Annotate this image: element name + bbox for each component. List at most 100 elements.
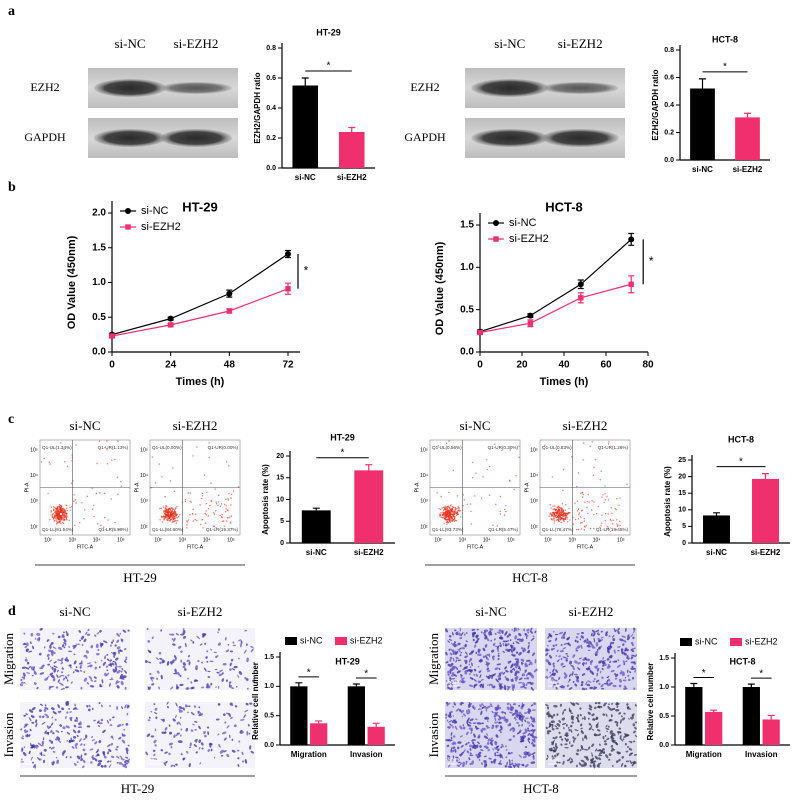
flow-event: [451, 509, 453, 511]
cell: [148, 716, 151, 719]
cell: [494, 711, 499, 714]
flow-event: [568, 507, 570, 510]
cell: [31, 761, 35, 764]
flow-event: [448, 511, 450, 513]
cell: [74, 719, 77, 722]
flow-event: [566, 512, 568, 514]
flow-event: [60, 511, 63, 514]
flow-event: [563, 518, 565, 521]
cell: [46, 707, 49, 711]
cell: [124, 704, 127, 709]
cell: [518, 681, 522, 684]
flow-event: [452, 511, 454, 513]
cell: [105, 672, 110, 677]
bar: [690, 88, 715, 160]
cell: [31, 645, 35, 650]
cell: [38, 758, 42, 761]
flow-event: [213, 513, 216, 515]
flow-event: [585, 525, 587, 527]
cell: [24, 723, 29, 726]
flow-event: [63, 512, 66, 514]
flow-event: [54, 515, 56, 517]
cell: [494, 645, 500, 648]
flow-event: [588, 501, 590, 503]
x-tick-label: 80: [642, 360, 654, 371]
cell: [500, 683, 503, 686]
cell: [123, 648, 127, 651]
significance-label: *: [649, 254, 654, 268]
cell: [99, 683, 102, 687]
flow-event: [577, 513, 580, 516]
cell: [524, 669, 527, 673]
cell: [24, 645, 28, 649]
cell: [103, 755, 107, 759]
flow-event: [59, 511, 61, 513]
flow-tick: 10⁵: [617, 537, 625, 543]
cell: [448, 635, 452, 638]
flow-event: [64, 510, 66, 513]
cell: [29, 728, 32, 732]
flow-event: [439, 508, 442, 511]
flow-event: [553, 520, 556, 522]
flow-event: [560, 509, 563, 512]
cell: [147, 661, 152, 664]
cell: [72, 644, 75, 648]
cell: [182, 757, 185, 761]
flow-event: [469, 503, 472, 505]
cell: [513, 663, 517, 666]
y-tick-label: 10: [678, 507, 686, 514]
cell: [505, 670, 509, 673]
cell: [229, 668, 232, 671]
cell: [445, 680, 448, 682]
flow-event: [166, 518, 168, 520]
cell: [24, 658, 28, 662]
series-line: [111, 288, 289, 337]
cell: [106, 720, 109, 724]
cell: [63, 646, 66, 649]
cell: [190, 687, 194, 690]
flow-event: [60, 522, 62, 525]
cell: [195, 679, 199, 682]
cell: [449, 687, 454, 690]
flow-event: [217, 504, 219, 507]
cell: [116, 639, 120, 643]
cell: [207, 731, 210, 736]
cell: [510, 678, 513, 683]
cell: [57, 739, 62, 743]
series-line: [111, 253, 289, 336]
flow-event: [214, 488, 216, 490]
cell: [118, 665, 122, 668]
flow-event: [444, 507, 447, 509]
cell: [25, 667, 30, 670]
y-tick-label: 0: [280, 540, 284, 547]
cell: [222, 662, 227, 666]
flow-event: [229, 522, 232, 524]
cell: [20, 761, 25, 763]
flow-event: [449, 520, 451, 523]
cell: [514, 677, 518, 680]
scale-bar-label: 50μm: [448, 679, 461, 685]
cell: [121, 706, 124, 709]
cell: [126, 750, 129, 755]
x-tick-label: Invasion: [350, 750, 383, 759]
cell: [173, 655, 177, 660]
cell: [477, 653, 482, 657]
cell: [236, 749, 240, 752]
cell: [178, 709, 183, 713]
cell: [60, 657, 64, 662]
flow-event: [626, 483, 628, 486]
flow-event: [604, 513, 607, 515]
cell: [47, 663, 51, 666]
flow-event: [577, 508, 580, 510]
cell: [499, 644, 502, 647]
cell: [153, 739, 157, 744]
flow-event: [560, 514, 562, 516]
cell: [185, 687, 190, 690]
flow-event: [194, 519, 196, 521]
cell: [93, 676, 97, 679]
cell: [484, 655, 487, 658]
flow-event: [184, 499, 187, 501]
cell: [82, 748, 86, 752]
flow-event: [561, 511, 563, 513]
